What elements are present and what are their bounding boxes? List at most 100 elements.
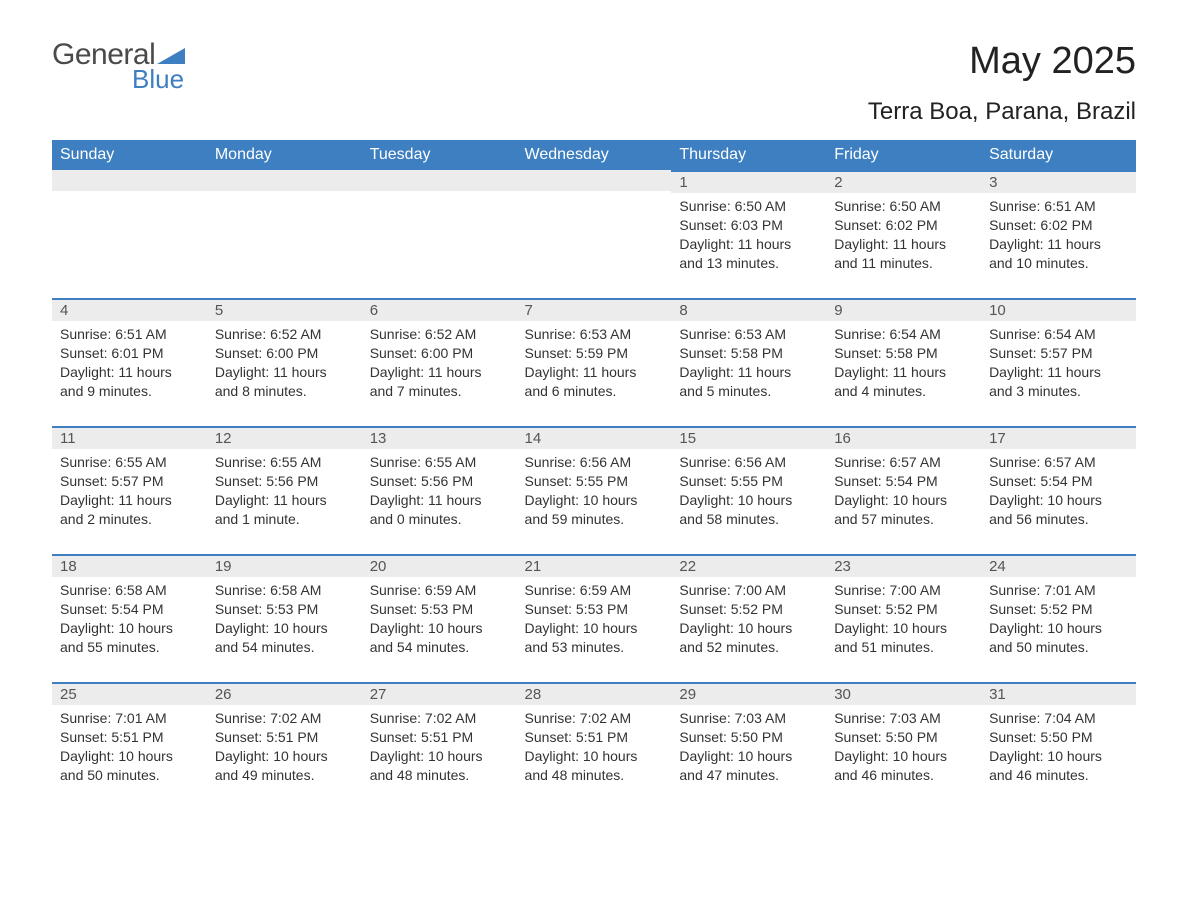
logo-word-blue: Blue (132, 66, 185, 92)
calendar-cell: 9Sunrise: 6:54 AMSunset: 5:58 PMDaylight… (826, 298, 981, 426)
calendar-week-row: 1Sunrise: 6:50 AMSunset: 6:03 PMDaylight… (52, 170, 1136, 298)
day-number: 6 (362, 298, 517, 321)
calendar-cell: 11Sunrise: 6:55 AMSunset: 5:57 PMDayligh… (52, 426, 207, 554)
calendar-cell: 1Sunrise: 6:50 AMSunset: 6:03 PMDaylight… (671, 170, 826, 298)
day-number: 27 (362, 682, 517, 705)
month-title: May 2025 (969, 40, 1136, 83)
day-details: Sunrise: 7:02 AMSunset: 5:51 PMDaylight:… (207, 705, 362, 793)
day-details: Sunrise: 6:57 AMSunset: 5:54 PMDaylight:… (981, 449, 1136, 537)
day-details: Sunrise: 7:02 AMSunset: 5:51 PMDaylight:… (517, 705, 672, 793)
calendar-cell: 10Sunrise: 6:54 AMSunset: 5:57 PMDayligh… (981, 298, 1136, 426)
day-details: Sunrise: 6:53 AMSunset: 5:58 PMDaylight:… (671, 321, 826, 409)
header-row: General Blue May 2025 (52, 40, 1136, 92)
day-number: 15 (671, 426, 826, 449)
day-details: Sunrise: 6:53 AMSunset: 5:59 PMDaylight:… (517, 321, 672, 409)
calendar-cell: 28Sunrise: 7:02 AMSunset: 5:51 PMDayligh… (517, 682, 672, 810)
calendar-cell: 13Sunrise: 6:55 AMSunset: 5:56 PMDayligh… (362, 426, 517, 554)
day-number: 4 (52, 298, 207, 321)
weekday-header: Sunday (52, 140, 207, 170)
day-details: Sunrise: 6:52 AMSunset: 6:00 PMDaylight:… (207, 321, 362, 409)
calendar-week-row: 4Sunrise: 6:51 AMSunset: 6:01 PMDaylight… (52, 298, 1136, 426)
location-subtitle: Terra Boa, Parana, Brazil (52, 98, 1136, 126)
weekday-header: Friday (826, 140, 981, 170)
day-number: 16 (826, 426, 981, 449)
day-number: 9 (826, 298, 981, 321)
calendar-cell: 30Sunrise: 7:03 AMSunset: 5:50 PMDayligh… (826, 682, 981, 810)
calendar-week-row: 18Sunrise: 6:58 AMSunset: 5:54 PMDayligh… (52, 554, 1136, 682)
day-number: 22 (671, 554, 826, 577)
day-details: Sunrise: 6:58 AMSunset: 5:54 PMDaylight:… (52, 577, 207, 665)
day-details: Sunrise: 6:56 AMSunset: 5:55 PMDaylight:… (671, 449, 826, 537)
calendar-table: SundayMondayTuesdayWednesdayThursdayFrid… (52, 140, 1136, 810)
logo: General Blue (52, 40, 185, 92)
calendar-cell (362, 170, 517, 298)
calendar-cell: 19Sunrise: 6:58 AMSunset: 5:53 PMDayligh… (207, 554, 362, 682)
day-details: Sunrise: 6:51 AMSunset: 6:01 PMDaylight:… (52, 321, 207, 409)
calendar-cell: 24Sunrise: 7:01 AMSunset: 5:52 PMDayligh… (981, 554, 1136, 682)
calendar-cell: 26Sunrise: 7:02 AMSunset: 5:51 PMDayligh… (207, 682, 362, 810)
calendar-cell: 6Sunrise: 6:52 AMSunset: 6:00 PMDaylight… (362, 298, 517, 426)
day-number: 28 (517, 682, 672, 705)
day-details: Sunrise: 7:03 AMSunset: 5:50 PMDaylight:… (826, 705, 981, 793)
day-details: Sunrise: 6:55 AMSunset: 5:56 PMDaylight:… (362, 449, 517, 537)
day-details: Sunrise: 6:54 AMSunset: 5:58 PMDaylight:… (826, 321, 981, 409)
calendar-cell: 14Sunrise: 6:56 AMSunset: 5:55 PMDayligh… (517, 426, 672, 554)
calendar-cell: 7Sunrise: 6:53 AMSunset: 5:59 PMDaylight… (517, 298, 672, 426)
day-number: 18 (52, 554, 207, 577)
calendar-cell: 22Sunrise: 7:00 AMSunset: 5:52 PMDayligh… (671, 554, 826, 682)
calendar-cell: 27Sunrise: 7:02 AMSunset: 5:51 PMDayligh… (362, 682, 517, 810)
day-number: 25 (52, 682, 207, 705)
day-number: 3 (981, 170, 1136, 193)
day-number (362, 170, 517, 191)
day-details: Sunrise: 7:04 AMSunset: 5:50 PMDaylight:… (981, 705, 1136, 793)
day-details: Sunrise: 6:57 AMSunset: 5:54 PMDaylight:… (826, 449, 981, 537)
day-number: 11 (52, 426, 207, 449)
calendar-cell: 2Sunrise: 6:50 AMSunset: 6:02 PMDaylight… (826, 170, 981, 298)
day-details: Sunrise: 7:01 AMSunset: 5:51 PMDaylight:… (52, 705, 207, 793)
day-details: Sunrise: 7:00 AMSunset: 5:52 PMDaylight:… (826, 577, 981, 665)
calendar-cell: 18Sunrise: 6:58 AMSunset: 5:54 PMDayligh… (52, 554, 207, 682)
calendar-cell (207, 170, 362, 298)
weekday-header: Monday (207, 140, 362, 170)
day-number: 31 (981, 682, 1136, 705)
day-number: 12 (207, 426, 362, 449)
calendar-cell: 31Sunrise: 7:04 AMSunset: 5:50 PMDayligh… (981, 682, 1136, 810)
day-number: 19 (207, 554, 362, 577)
weekday-header: Wednesday (517, 140, 672, 170)
calendar-cell: 15Sunrise: 6:56 AMSunset: 5:55 PMDayligh… (671, 426, 826, 554)
day-number: 24 (981, 554, 1136, 577)
day-details: Sunrise: 6:54 AMSunset: 5:57 PMDaylight:… (981, 321, 1136, 409)
day-details: Sunrise: 7:01 AMSunset: 5:52 PMDaylight:… (981, 577, 1136, 665)
day-number (517, 170, 672, 191)
calendar-cell: 16Sunrise: 6:57 AMSunset: 5:54 PMDayligh… (826, 426, 981, 554)
day-number: 14 (517, 426, 672, 449)
calendar-cell: 12Sunrise: 6:55 AMSunset: 5:56 PMDayligh… (207, 426, 362, 554)
day-number: 2 (826, 170, 981, 193)
day-details: Sunrise: 6:59 AMSunset: 5:53 PMDaylight:… (517, 577, 672, 665)
day-number: 1 (671, 170, 826, 193)
day-number (52, 170, 207, 191)
calendar-cell: 4Sunrise: 6:51 AMSunset: 6:01 PMDaylight… (52, 298, 207, 426)
calendar-cell: 20Sunrise: 6:59 AMSunset: 5:53 PMDayligh… (362, 554, 517, 682)
day-number: 26 (207, 682, 362, 705)
day-details: Sunrise: 6:56 AMSunset: 5:55 PMDaylight:… (517, 449, 672, 537)
day-number (207, 170, 362, 191)
weekday-header: Saturday (981, 140, 1136, 170)
day-details: Sunrise: 7:02 AMSunset: 5:51 PMDaylight:… (362, 705, 517, 793)
calendar-cell (517, 170, 672, 298)
day-number: 8 (671, 298, 826, 321)
calendar-cell: 17Sunrise: 6:57 AMSunset: 5:54 PMDayligh… (981, 426, 1136, 554)
day-number: 7 (517, 298, 672, 321)
weekday-header: Thursday (671, 140, 826, 170)
day-details: Sunrise: 6:55 AMSunset: 5:56 PMDaylight:… (207, 449, 362, 537)
day-details: Sunrise: 6:52 AMSunset: 6:00 PMDaylight:… (362, 321, 517, 409)
weekday-header: Tuesday (362, 140, 517, 170)
calendar-cell: 8Sunrise: 6:53 AMSunset: 5:58 PMDaylight… (671, 298, 826, 426)
day-number: 13 (362, 426, 517, 449)
day-number: 21 (517, 554, 672, 577)
day-details: Sunrise: 6:55 AMSunset: 5:57 PMDaylight:… (52, 449, 207, 537)
day-number: 5 (207, 298, 362, 321)
calendar-body: 1Sunrise: 6:50 AMSunset: 6:03 PMDaylight… (52, 170, 1136, 810)
day-number: 23 (826, 554, 981, 577)
day-number: 10 (981, 298, 1136, 321)
